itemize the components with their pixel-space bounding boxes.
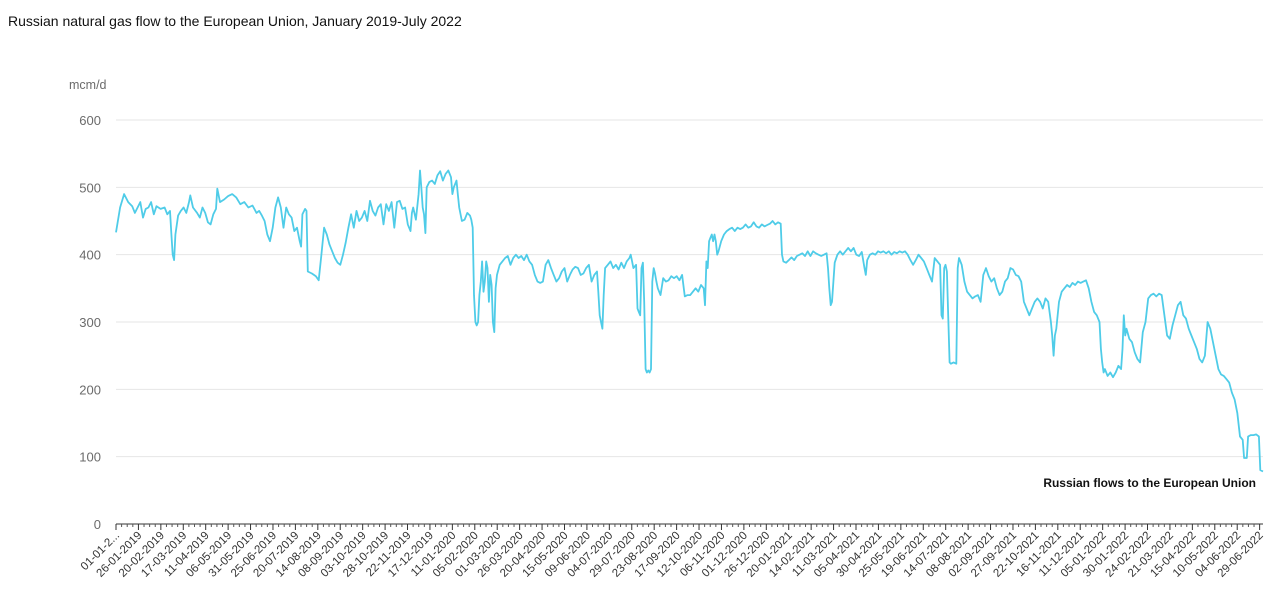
y-axis-unit: mcm/d	[69, 78, 107, 92]
y-tick-label: 600	[79, 113, 101, 128]
chart-title: Russian natural gas flow to the European…	[8, 13, 462, 29]
gridlines	[116, 119, 1263, 458]
x-axis: 01-01-2...26-01-201920-02-201917-03-2019…	[79, 523, 1266, 580]
y-tick-label: 400	[79, 248, 101, 263]
y-axis-ticks: 0 100 200 300 400 500 600	[79, 113, 101, 532]
y-tick-label: 0	[94, 517, 101, 532]
series-label: Russian flows to the European Union	[1043, 476, 1256, 490]
y-tick-label: 200	[79, 382, 101, 397]
series-line-russian-flows	[115, 169, 1264, 473]
y-tick-label: 300	[79, 315, 101, 330]
y-tick-label: 500	[79, 180, 101, 195]
y-tick-label: 100	[79, 450, 101, 465]
